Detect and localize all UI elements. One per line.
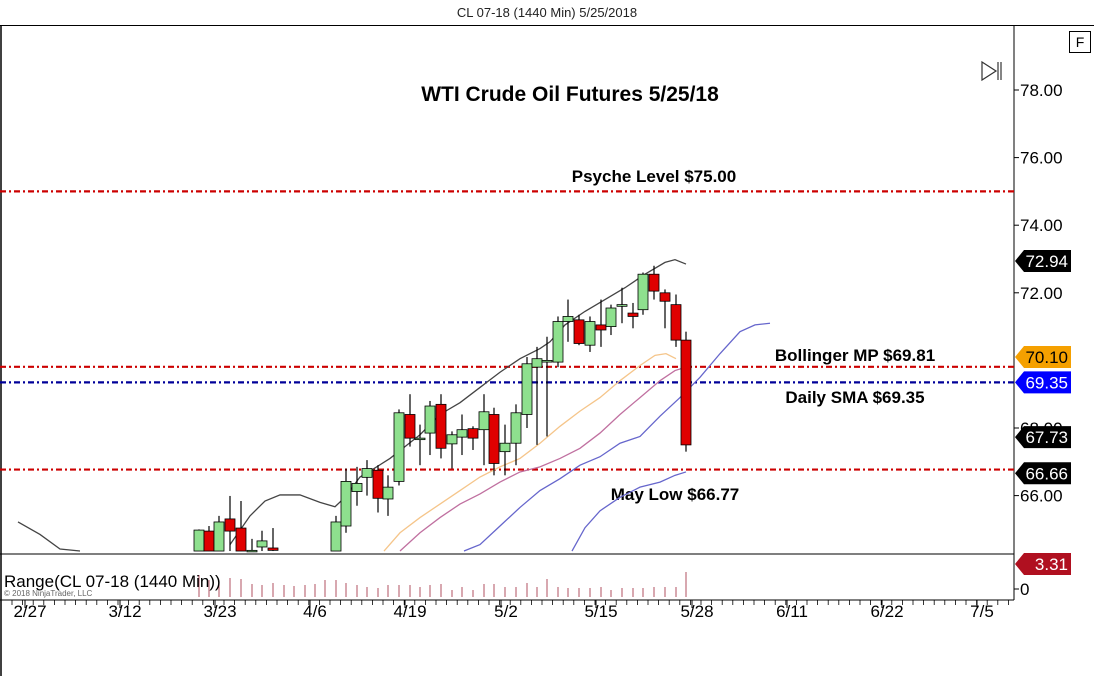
candle-down[interactable]: [670, 304, 682, 341]
candle-down[interactable]: [488, 414, 500, 464]
candle-up[interactable]: [382, 486, 394, 500]
candle-up[interactable]: [351, 483, 363, 492]
candle-up[interactable]: [424, 405, 436, 434]
indicator-line-upper_band_2: [229, 258, 687, 545]
y-tick-label: 72.00: [1020, 284, 1063, 303]
x-tick-label: 3/23: [203, 602, 236, 621]
candle-up[interactable]: [531, 358, 543, 368]
candle-down[interactable]: [648, 273, 660, 292]
candle-up[interactable]: [541, 359, 553, 363]
candle-up[interactable]: [637, 273, 649, 311]
candle-up[interactable]: [456, 429, 468, 438]
candle-up[interactable]: [584, 321, 596, 346]
candle-down[interactable]: [235, 527, 247, 552]
candle-up[interactable]: [552, 321, 564, 363]
x-tick-label: 5/28: [680, 602, 713, 621]
price-tag-value: 72.94: [1025, 252, 1068, 271]
candle-up[interactable]: [605, 307, 617, 328]
x-tick-label: 6/11: [776, 602, 808, 621]
price-tag: [1015, 462, 1071, 485]
x-tick-label: 6/22: [870, 602, 903, 621]
range-indicator-label: Range(CL 07-18 (1440 Min)): [4, 572, 221, 591]
candle-down[interactable]: [224, 518, 236, 532]
candle-up[interactable]: [521, 363, 533, 415]
annotation-label: Bollinger MP $69.81: [775, 346, 935, 365]
candle-up[interactable]: [499, 442, 511, 453]
candle-down[interactable]: [372, 469, 384, 499]
candle-up[interactable]: [256, 540, 268, 548]
indicator-line-mid_pink: [399, 366, 687, 552]
price-tag-value: 70.10: [1025, 348, 1068, 367]
fix-scale-button[interactable]: F: [1069, 31, 1091, 53]
candle-up[interactable]: [393, 412, 405, 482]
candle-up[interactable]: [330, 521, 342, 552]
y-tick-label: 78.00: [1020, 81, 1063, 100]
price-tag-value: 69.35: [1025, 373, 1068, 392]
chart-header-title: CL 07-18 (1440 Min) 5/25/2018: [456, 5, 638, 20]
candle-up[interactable]: [414, 437, 426, 441]
indicator-line-lower_band_2: [571, 471, 687, 552]
candle-down[interactable]: [467, 428, 479, 439]
candle-down[interactable]: [595, 324, 607, 331]
y-tick-label: 76.00: [1020, 149, 1063, 168]
price-tag-value: 67.73: [1025, 428, 1068, 447]
x-tick-label: 5/15: [584, 602, 617, 621]
candle-down[interactable]: [573, 319, 585, 344]
indicator-line-lower_band: [463, 322, 771, 552]
candle-down[interactable]: [435, 403, 447, 449]
copyright-text: © 2018 NinjaTrader, LLC: [4, 589, 93, 598]
scroll-end-icon: [981, 60, 1002, 82]
candle-down[interactable]: [659, 292, 671, 302]
annotation-label: Psyche Level $75.00: [572, 167, 736, 186]
range-y-tick-label: 0: [1020, 580, 1029, 599]
chart-title: WTI Crude Oil Futures 5/25/18: [421, 83, 719, 106]
candle-up[interactable]: [562, 316, 574, 322]
candle-up[interactable]: [361, 468, 373, 478]
price-tag-value: 3.31: [1035, 555, 1068, 574]
price-tag: [1015, 346, 1071, 369]
price-tag: [1015, 371, 1071, 394]
y-tick-label: 66.00: [1020, 487, 1063, 506]
x-tick-label: 7/5: [970, 602, 994, 621]
candle-down[interactable]: [203, 530, 215, 552]
price-pane: WTI Crude Oil Futures 5/25/18 Psyche Leve…: [0, 83, 1014, 553]
indicator-line-upper_band: [17, 521, 81, 552]
y-tick-label: 74.00: [1020, 216, 1063, 235]
annotation-label: May Low $66.77: [611, 485, 740, 504]
candle-up[interactable]: [193, 529, 205, 552]
chart-window: WTI Crude Oil Futures 5/25/18 Psyche Leve…: [0, 25, 1094, 676]
x-tick-label: 4/6: [303, 602, 327, 621]
indicator-line-mid_orange: [383, 352, 677, 552]
price-chart[interactable]: WTI Crude Oil Futures 5/25/18 Psyche Leve…: [0, 26, 1094, 676]
candle-up[interactable]: [478, 411, 490, 431]
candle-down[interactable]: [267, 547, 279, 551]
candle-up[interactable]: [340, 481, 352, 527]
price-tag: [1015, 426, 1071, 449]
annotation-label: Daily SMA $69.35: [785, 388, 924, 407]
candle-up[interactable]: [510, 412, 522, 444]
price-tag: [1015, 553, 1071, 575]
x-tick-label: 5/2: [494, 602, 518, 621]
candle-down[interactable]: [404, 414, 416, 439]
price-tag-value: 66.66: [1025, 464, 1068, 483]
candle-up[interactable]: [446, 434, 458, 445]
candle-down[interactable]: [680, 339, 692, 446]
scroll-to-end-button[interactable]: [978, 60, 1004, 82]
price-tag: [1015, 250, 1071, 273]
candle-up[interactable]: [616, 304, 628, 307]
candle-up[interactable]: [213, 521, 225, 552]
candle-down[interactable]: [627, 312, 639, 317]
x-tick-label: 3/12: [108, 602, 141, 621]
x-tick-label: 2/27: [13, 602, 46, 621]
candle-up[interactable]: [246, 549, 258, 553]
x-tick-label: 4/19: [393, 602, 426, 621]
